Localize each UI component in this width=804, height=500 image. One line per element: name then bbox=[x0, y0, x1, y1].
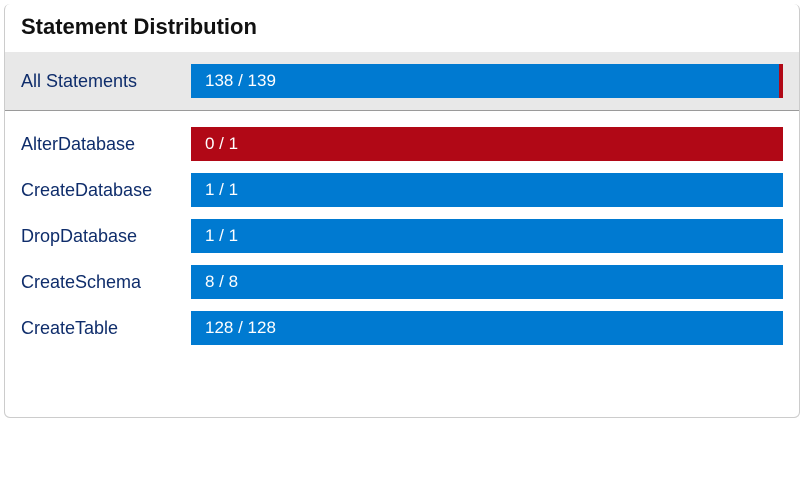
statement-bar-text: 128 / 128 bbox=[191, 318, 276, 338]
statement-bar-passed bbox=[191, 265, 783, 299]
summary-bar: 138 / 139 bbox=[191, 64, 783, 98]
statement-row: CreateDatabase1 / 1 bbox=[21, 173, 783, 207]
statement-bar-text: 0 / 1 bbox=[191, 134, 238, 154]
summary-bar-text: 138 / 139 bbox=[191, 71, 276, 91]
statement-bar: 1 / 1 bbox=[191, 219, 783, 253]
statement-bar-text: 1 / 1 bbox=[191, 226, 238, 246]
statement-distribution-panel: Statement Distribution All Statements 13… bbox=[4, 4, 800, 418]
statement-bar-passed bbox=[191, 173, 783, 207]
statement-bar: 0 / 1 bbox=[191, 127, 783, 161]
statement-bar-text: 8 / 8 bbox=[191, 272, 238, 292]
statement-bar-text: 1 / 1 bbox=[191, 180, 238, 200]
summary-section: All Statements 138 / 139 bbox=[5, 52, 799, 111]
statement-bar-failed bbox=[191, 127, 783, 161]
statement-row: DropDatabase1 / 1 bbox=[21, 219, 783, 253]
rows-container: AlterDatabase0 / 1CreateDatabase1 / 1Dro… bbox=[21, 127, 783, 345]
statement-label: DropDatabase bbox=[21, 226, 191, 247]
statement-row: CreateSchema8 / 8 bbox=[21, 265, 783, 299]
statement-bar: 128 / 128 bbox=[191, 311, 783, 345]
statement-label: CreateTable bbox=[21, 318, 191, 339]
statement-label: AlterDatabase bbox=[21, 134, 191, 155]
statement-bar-passed bbox=[191, 311, 783, 345]
summary-bar-failed bbox=[779, 64, 783, 98]
panel-title: Statement Distribution bbox=[21, 14, 783, 40]
statement-row: CreateTable128 / 128 bbox=[21, 311, 783, 345]
summary-label: All Statements bbox=[21, 71, 191, 92]
statement-bar-passed bbox=[191, 219, 783, 253]
summary-bar-passed bbox=[191, 64, 779, 98]
summary-row: All Statements 138 / 139 bbox=[5, 64, 799, 98]
statement-row: AlterDatabase0 / 1 bbox=[21, 127, 783, 161]
statement-label: CreateSchema bbox=[21, 272, 191, 293]
statement-bar: 8 / 8 bbox=[191, 265, 783, 299]
statement-bar: 1 / 1 bbox=[191, 173, 783, 207]
statement-label: CreateDatabase bbox=[21, 180, 191, 201]
